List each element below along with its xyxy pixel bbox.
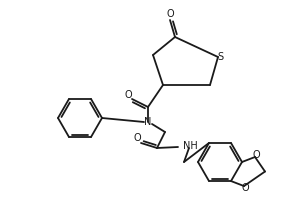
Text: O: O	[241, 183, 249, 193]
Text: O: O	[252, 150, 260, 160]
Text: O: O	[133, 133, 141, 143]
Text: O: O	[166, 9, 174, 19]
Text: S: S	[217, 52, 223, 62]
Text: O: O	[124, 90, 132, 100]
Text: N: N	[144, 117, 152, 127]
Text: NH: NH	[183, 141, 198, 151]
